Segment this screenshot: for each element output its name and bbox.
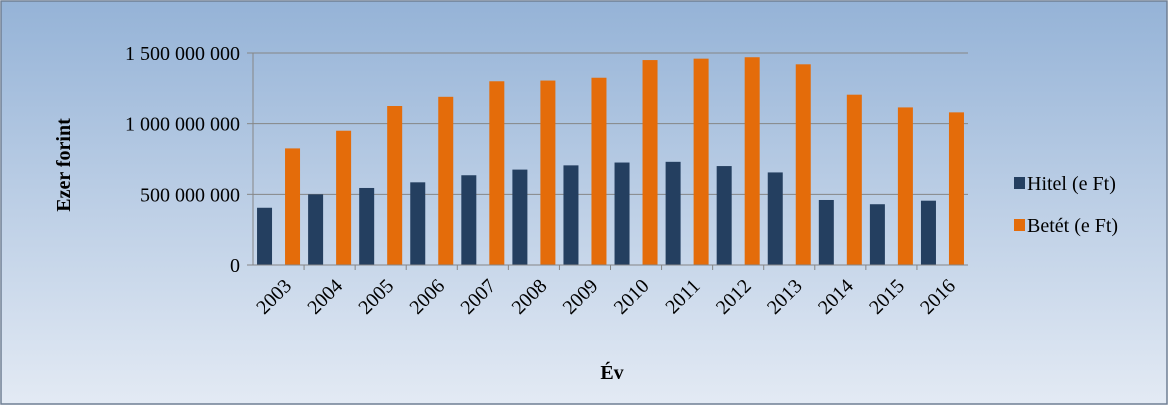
legend-label: Betét (e Ft) (1027, 215, 1118, 237)
legend: Hitel (e Ft) Betét (e Ft) (1014, 173, 1118, 237)
bar-hitel (563, 165, 579, 265)
y-tick-label: 0 (230, 255, 240, 277)
y-axis-title: Ezer forint (53, 118, 75, 212)
bar-hitel (461, 175, 477, 265)
bar-betet (489, 81, 505, 266)
bar-betet (387, 106, 403, 265)
bar-hitel (869, 204, 885, 265)
bar-hitel (767, 172, 783, 265)
bar-betet (285, 148, 301, 265)
y-tick-label: 500 000 000 (140, 184, 240, 206)
bar-betet (438, 96, 454, 266)
bar-hitel (665, 161, 681, 265)
bar-hitel (308, 194, 324, 265)
legend-swatch (1014, 177, 1025, 189)
bar-hitel (614, 162, 630, 265)
bar-betet (336, 130, 352, 265)
bar-hitel (359, 187, 375, 265)
bar-hitel (920, 200, 936, 265)
bar-betet (540, 80, 556, 265)
bar-betet (897, 107, 913, 265)
y-tick-label: 1 000 000 000 (125, 114, 240, 136)
bar-betet (591, 77, 607, 265)
bar-hitel (410, 182, 426, 265)
bar-hitel (716, 166, 732, 265)
bars (257, 57, 964, 266)
y-tick-label: 1 500 000 000 (125, 43, 240, 65)
bar-betet (642, 60, 658, 265)
legend-swatch (1014, 219, 1025, 231)
bar-hitel (257, 207, 273, 265)
bar-hitel (512, 169, 528, 265)
bar-betet (744, 57, 760, 265)
bar-betet (693, 58, 709, 265)
bar-betet (948, 112, 964, 265)
x-axis-title: Év (600, 361, 623, 384)
bar-hitel (818, 199, 834, 265)
legend-label: Hitel (e Ft) (1027, 173, 1116, 195)
bar-betet (846, 94, 862, 266)
bar-betet (795, 64, 811, 265)
